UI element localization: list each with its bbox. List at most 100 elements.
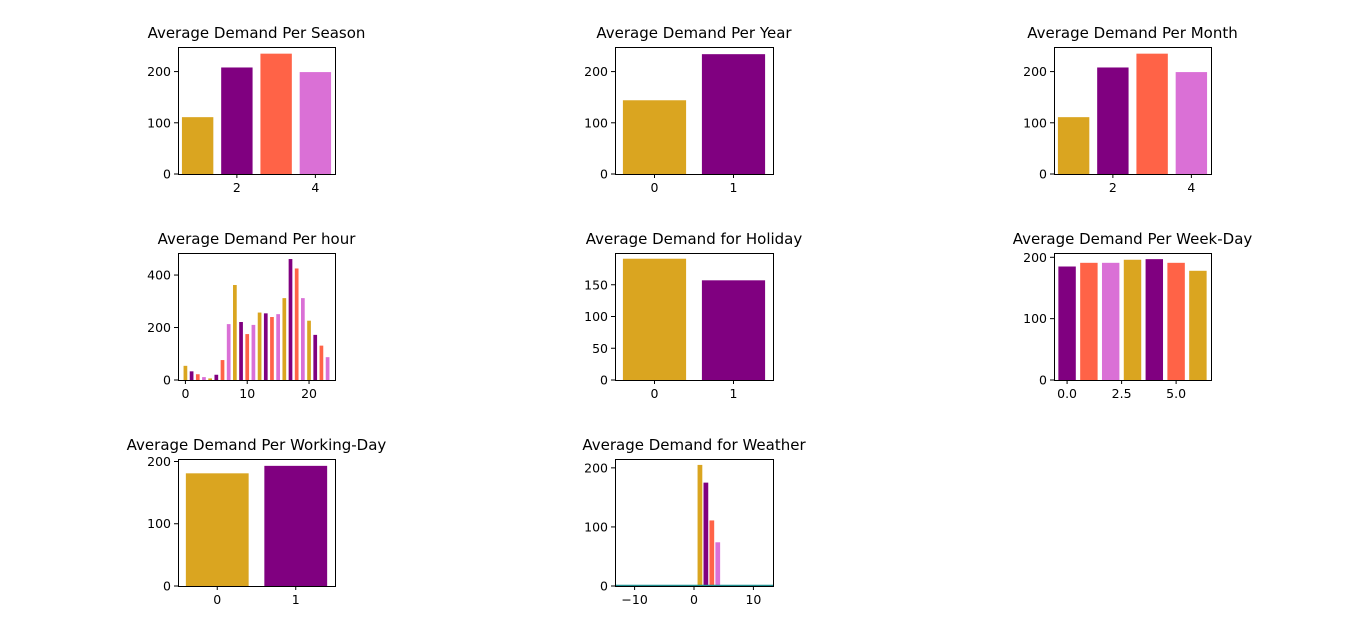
x-tick-label: 0: [651, 180, 659, 195]
y-tick-label: 200: [1023, 250, 1047, 265]
bar: [325, 357, 330, 380]
bar: [251, 324, 256, 380]
y-tick-label: 200: [147, 320, 171, 335]
y-tick-label: 100: [1023, 311, 1047, 326]
y-tick-label: 200: [147, 64, 171, 79]
bar: [221, 67, 253, 174]
bar: [181, 117, 214, 174]
x-tick-label: 2: [233, 180, 241, 195]
axes-frame: [1054, 47, 1212, 175]
bar: [189, 371, 194, 380]
x-tick-label: 4: [311, 180, 319, 195]
bar: [220, 360, 225, 380]
x-tick-label: 0: [651, 386, 659, 401]
bar: [319, 345, 324, 380]
bar: [264, 465, 328, 586]
bar: [709, 520, 715, 586]
y-tick-label: 100: [147, 516, 171, 531]
y-tick-label: 0: [600, 167, 608, 182]
y-tick-label: 0: [163, 579, 171, 594]
x-tick-label: 10: [239, 386, 255, 401]
bar: [1058, 266, 1076, 380]
subplot-holiday: Average Demand for Holiday 0 1 0 50 100 150: [584, 230, 802, 401]
bar: [270, 317, 274, 380]
axes-frame: [178, 47, 336, 175]
bar: [1123, 259, 1142, 380]
x-tick-label: 2.5: [1112, 386, 1132, 401]
chart-title: Average Demand Per Week-Day: [1013, 230, 1253, 248]
chart-title: Average Demand for Weather: [582, 436, 806, 454]
x-tick-label: −10: [621, 592, 647, 607]
bar: [1145, 259, 1164, 380]
bar: [183, 365, 188, 380]
y-tick-label: 200: [1023, 64, 1047, 79]
bar: [260, 53, 292, 174]
bar: [697, 464, 703, 586]
y-tick-label: 0: [1039, 167, 1047, 182]
y-tick-label: 100: [147, 115, 171, 130]
bar: [288, 259, 293, 380]
subplot-season: Average Demand Per Season 2 4 0 100 200: [147, 24, 365, 195]
x-tick-label: 1: [292, 592, 300, 607]
bar: [214, 374, 219, 380]
y-tick-label: 200: [584, 64, 608, 79]
x-tick-label: 20: [301, 386, 317, 401]
x-tick-label: 0: [181, 386, 189, 401]
axes-frame: [615, 253, 774, 381]
axes-frame: [1054, 253, 1212, 381]
y-tick-label: 400: [147, 268, 171, 283]
y-tick-label: 150: [584, 277, 608, 292]
subplot-month: Average Demand Per Month 2 4 0 100 200: [1023, 24, 1238, 195]
chart-title: Average Demand Per Year: [596, 24, 792, 42]
x-tick-label: 0: [690, 592, 698, 607]
bar: [301, 298, 305, 380]
subplot-weekday: Average Demand Per Week-Day 0.0 2.5 5.0 0 100…: [1013, 230, 1253, 401]
y-tick-label: 100: [584, 115, 608, 130]
bar: [1189, 270, 1207, 380]
subplot-year: Average Demand Per Year 0 1 0 100 200: [584, 24, 792, 195]
bar: [282, 298, 287, 380]
bar: [208, 378, 212, 380]
bar: [202, 377, 206, 380]
bar: [239, 322, 243, 380]
bar: [233, 285, 237, 380]
bar: [1101, 262, 1120, 380]
chart-title: Average Demand Per hour: [158, 230, 357, 248]
x-tick-label: 2: [1109, 180, 1117, 195]
bar: [1136, 53, 1168, 174]
y-tick-label: 200: [584, 460, 608, 475]
bar: [703, 482, 709, 586]
chart-title: Average Demand Per Working-Day: [127, 436, 387, 454]
bar: [1097, 67, 1129, 174]
bar: [245, 334, 250, 380]
bar: [1057, 117, 1090, 174]
axes-frame: [615, 47, 774, 175]
y-tick-label: 0: [600, 373, 608, 388]
bar: [263, 313, 268, 380]
bar: [1080, 262, 1098, 380]
bar: [226, 324, 231, 380]
y-tick-label: 0: [163, 373, 171, 388]
y-tick-label: 100: [584, 309, 608, 324]
y-tick-label: 0: [163, 167, 171, 182]
bar: [313, 334, 318, 380]
y-tick-label: 0: [600, 579, 608, 594]
bar: [195, 374, 200, 380]
y-tick-label: 200: [147, 454, 171, 469]
bar: [622, 258, 687, 380]
chart-title: Average Demand Per Season: [148, 24, 366, 42]
bar: [1175, 72, 1208, 174]
x-tick-label: 1: [730, 386, 738, 401]
axes-frame: [178, 459, 336, 587]
x-tick-label: 0.0: [1057, 386, 1077, 401]
y-tick-label: 100: [1023, 115, 1047, 130]
x-tick-label: 0: [213, 592, 221, 607]
bar: [715, 542, 721, 586]
subplot-workingday: Average Demand Per Working-Day 0 1 0 100 200: [127, 436, 387, 607]
y-tick-label: 0: [1039, 373, 1047, 388]
bar: [276, 314, 280, 380]
axes-frame: [178, 253, 336, 381]
x-tick-label: 5.0: [1166, 386, 1186, 401]
